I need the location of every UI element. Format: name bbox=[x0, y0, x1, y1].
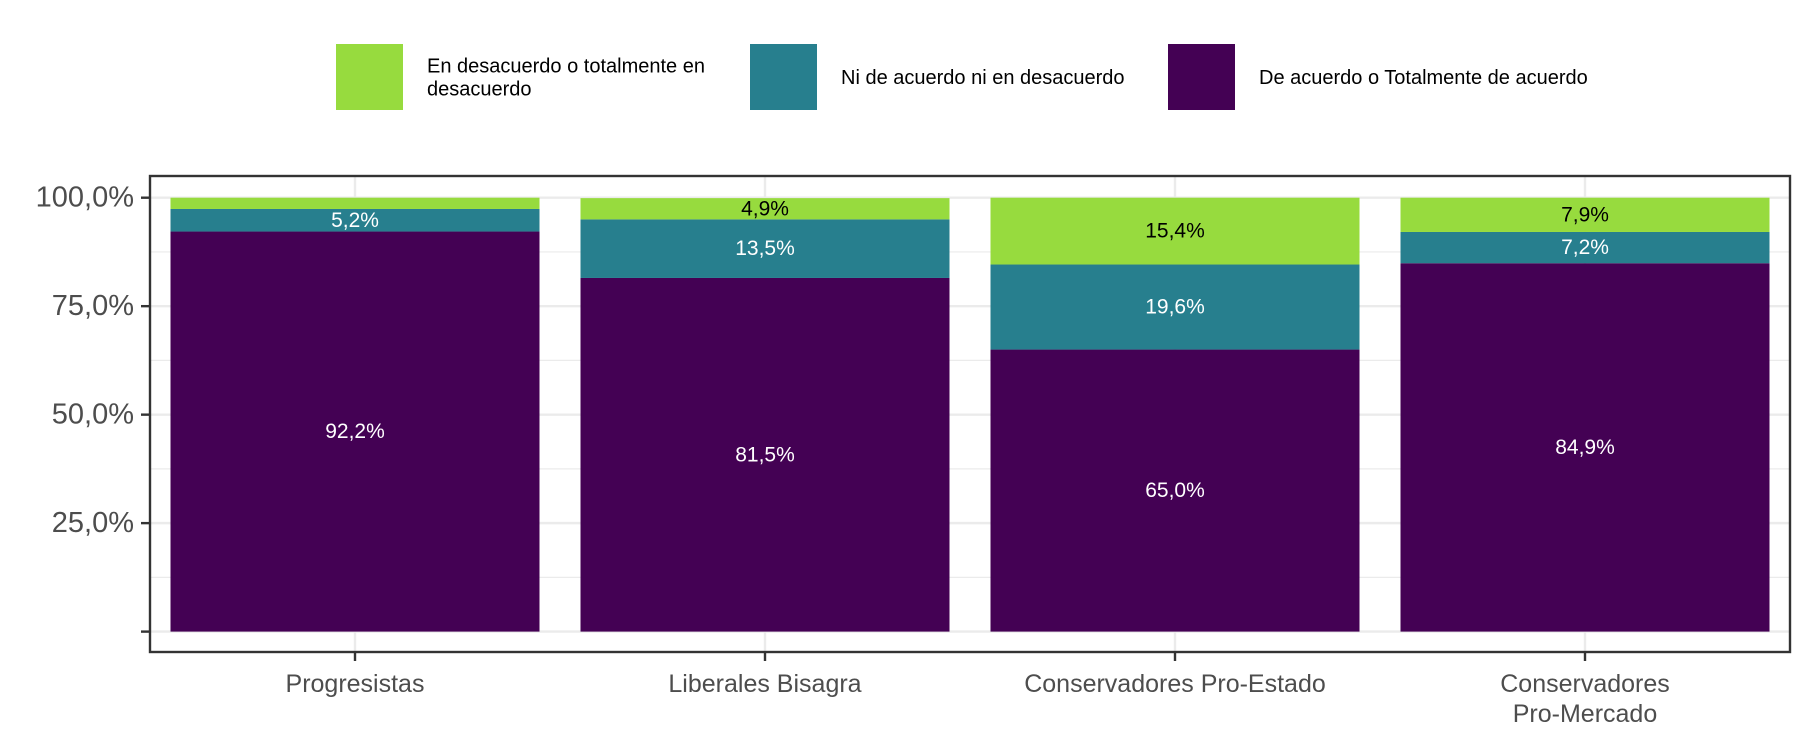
bar-segment-en-desacuerdo-o-totalmente-en-conservadores-pro-estado bbox=[990, 197, 1360, 265]
data-label: 84,9% bbox=[1555, 436, 1615, 459]
bar-segment-de-acuerdo-o-totalmente-de-acuerdo-conservadores-pro-mercado bbox=[1400, 263, 1770, 632]
data-label: 92,2% bbox=[325, 420, 385, 443]
data-label: 4,9% bbox=[741, 197, 789, 220]
data-label: 15,4% bbox=[1145, 220, 1205, 243]
bar-segment-ni-de-acuerdo-ni-en-desacuerdo-liberales-bisagra bbox=[580, 219, 950, 278]
bar-segment-de-acuerdo-o-totalmente-de-acuerdo-conservadores-pro-estado bbox=[990, 349, 1360, 632]
data-label: 5,2% bbox=[331, 209, 379, 232]
legend-label: En desacuerdo o totalmente en desacuerdo bbox=[427, 56, 705, 101]
legend-label: Ni de acuerdo ni en desacuerdo bbox=[841, 67, 1125, 89]
y-tick-label: 25,0% bbox=[52, 507, 134, 539]
x-tick-label: Conservadores Pro-Mercado bbox=[1500, 670, 1670, 728]
y-tick-label: 100,0% bbox=[36, 182, 134, 214]
data-label: 65,0% bbox=[1145, 479, 1205, 502]
legend-key-de-acuerdo-o-totalmente-de-acuerdo bbox=[1168, 44, 1235, 110]
x-axis: Progresistas Liberales Bisagra Conservador… bbox=[286, 652, 1670, 728]
bar-segment-de-acuerdo-o-totalmente-de-acuerdo-progresistas bbox=[170, 231, 540, 632]
legend: En desacuerdo o totalmente en desacuerdo N… bbox=[336, 44, 1588, 110]
data-label: 7,9% bbox=[1561, 203, 1609, 226]
bar-segment-de-acuerdo-o-totalmente-de-acuerdo-liberales-bisagra bbox=[580, 277, 950, 632]
bar-segment-en-desacuerdo-o-totalmente-en-liberales-bisagra bbox=[580, 198, 950, 220]
bar-segment-ni-de-acuerdo-ni-en-desacuerdo-progresistas bbox=[170, 208, 540, 232]
y-tick-label: 75,0% bbox=[52, 290, 134, 322]
data-label: 19,6% bbox=[1145, 296, 1205, 319]
plot-panel: 92,2% 5,2% 81,5% 13,5% 4,9% 65,0% 19,6% 15,4% 84… bbox=[148, 174, 1792, 654]
legend-key-en-desacuerdo-o-totalmente-en bbox=[336, 44, 403, 110]
x-tick-label: Conservadores Pro-Estado bbox=[1024, 670, 1326, 698]
y-tick-label: 50,0% bbox=[52, 399, 134, 431]
data-label: 7,2% bbox=[1561, 236, 1609, 259]
legend-label: De acuerdo o Totalmente de acuerdo bbox=[1259, 67, 1588, 89]
data-label: 13,5% bbox=[735, 237, 795, 260]
data-label: 81,5% bbox=[735, 443, 795, 466]
y-axis: 25,0% 50,0% 75,0% 100,0% bbox=[36, 182, 150, 633]
bar-segment-ni-de-acuerdo-ni-en-desacuerdo-conservadores-pro-mercado bbox=[1400, 231, 1770, 264]
bar-segment-en-desacuerdo-o-totalmente-en-progresistas bbox=[170, 197, 540, 209]
bar-segment-en-desacuerdo-o-totalmente-en-conservadores-pro-mercado bbox=[1400, 197, 1770, 232]
x-tick-label: Progresistas bbox=[286, 670, 425, 698]
x-tick-label: Liberales Bisagra bbox=[668, 670, 861, 698]
legend-key-ni-de-acuerdo-ni-en-desacuerdo bbox=[750, 44, 817, 110]
bar-segment-ni-de-acuerdo-ni-en-desacuerdo-conservadores-pro-estado bbox=[990, 264, 1360, 350]
